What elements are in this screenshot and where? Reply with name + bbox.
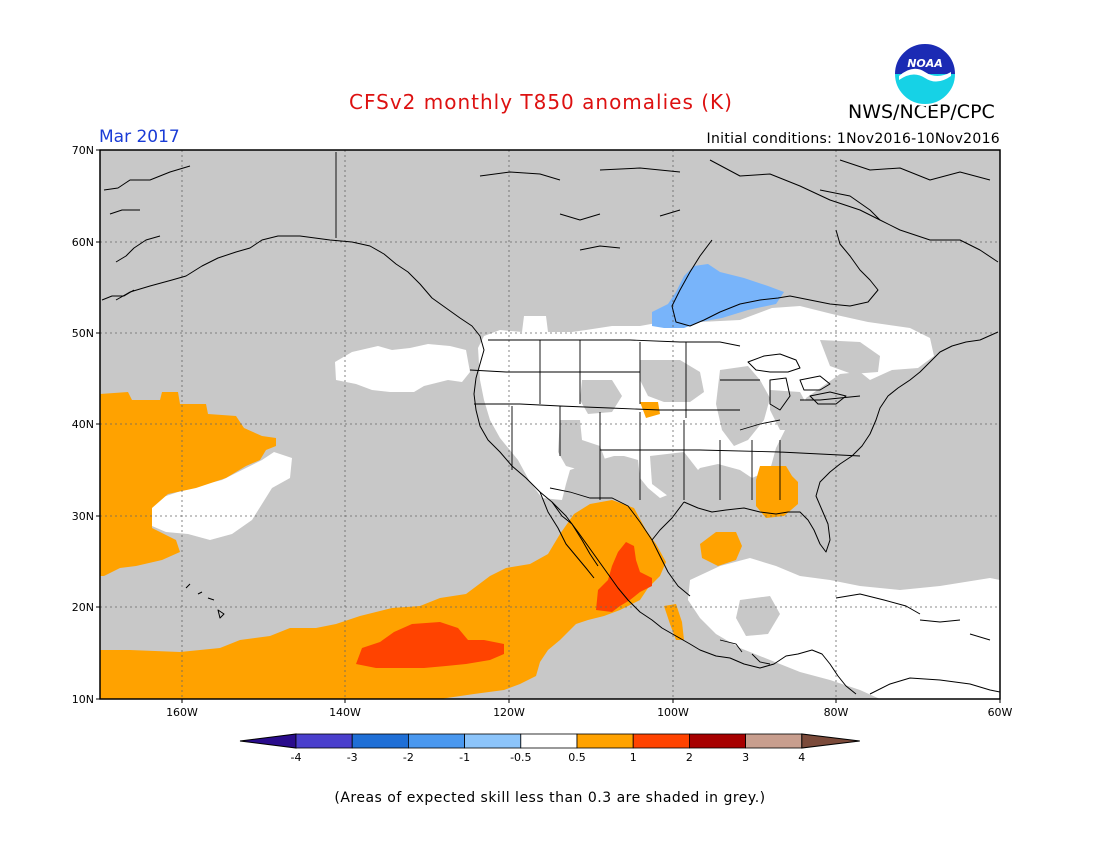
colorbar-arrow-high [801,733,860,749]
lat-label: 30N [72,510,94,523]
forecast-month: Mar 2017 [99,127,180,147]
region-white-npacific [335,344,470,392]
noaa-logo: NOAA [893,42,957,106]
lat-label: 60N [72,236,94,249]
colorbar-label: 0.5 [568,751,586,764]
region-red-pacific [356,622,504,668]
lat-label: 20N [72,601,94,614]
logo-text: NOAA [907,57,943,70]
region-white-subtropic [150,452,292,540]
region-orange-southwest [100,500,666,699]
political-borders [335,152,861,665]
lat-label: 70N [72,144,94,157]
colorbar-label: -3 [347,751,358,764]
lon-label: 80W [824,706,849,719]
longitude-labels: 160W 140W 120W 100W 80W 60W [166,706,1012,719]
lon-label: 100W [657,706,689,719]
colorbar-segment [520,733,578,749]
region-orange-isthmus [664,604,684,640]
colorbar-label: -1 [459,751,470,764]
colorbar-segment [576,733,634,749]
colorbar-label: -0.5 [510,751,531,764]
region-white-caribbean [688,558,1000,699]
colorbar-label: -2 [403,751,414,764]
positive-anomaly-regions [100,392,798,699]
colorbar-segment [689,733,747,749]
strong-positive-anomaly-regions [356,542,652,668]
colorbar-segment [407,733,465,749]
colorbar-segment [295,733,353,749]
colorbar-label: 3 [742,751,749,764]
region-orange-west [100,392,276,576]
coastlines [101,159,1000,695]
map-title: CFSv2 monthly T850 anomalies (K) [349,90,733,114]
colorbar-label: 1 [630,751,637,764]
colorbar-label: 4 [798,751,805,764]
lon-label: 140W [329,706,361,719]
agency-label: NWS/NCEP/CPC [848,101,995,123]
grey-patches [558,340,880,636]
latitude-labels: 70N 60N 50N 40N 30N 20N 10N [72,144,94,706]
colorbar-label: 2 [686,751,693,764]
lat-label: 50N [72,327,94,340]
region-red-mexico [596,542,652,612]
lat-label: 10N [72,693,94,706]
colorbar-segment [632,733,690,749]
region-orange-gulf [700,532,742,566]
initial-conditions: Initial conditions: 1Nov2016-10Nov2016 [706,131,1000,147]
lon-label: 120W [493,706,525,719]
lon-label: 160W [166,706,198,719]
lon-label: 60W [988,706,1013,719]
lat-label: 40N [72,418,94,431]
color-scale-bar: -4 -3 -2 -1 -0.5 0.5 1 2 3 4 [239,733,860,764]
colorbar-segment [351,733,409,749]
colorbar-segment [745,733,803,749]
skill-note: (Areas of expected skill less than 0.3 a… [334,790,766,806]
colorbar-segment [464,733,522,749]
colorbar-arrow-low [239,733,297,749]
axis-ticks [96,149,1001,703]
colorbar-label: -4 [291,751,302,764]
region-orange-southeast [756,466,798,518]
